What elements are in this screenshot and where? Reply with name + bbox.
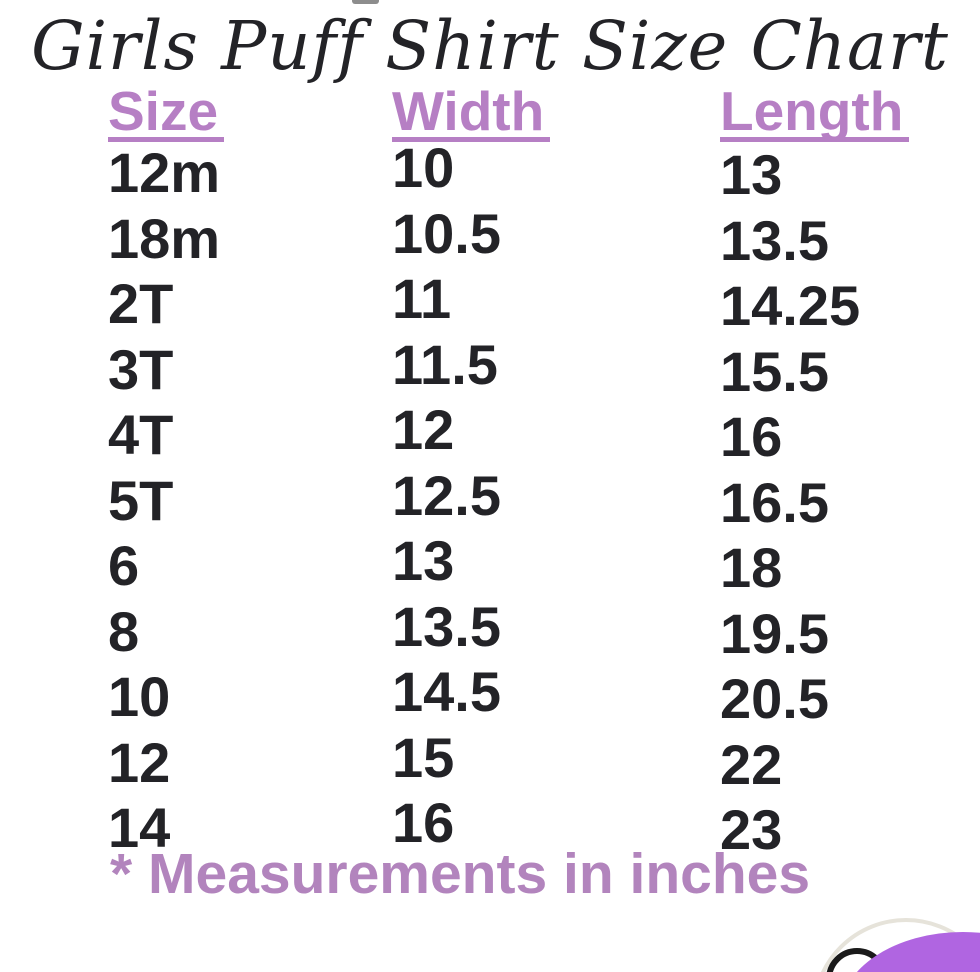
table-cell: 12 — [108, 730, 171, 794]
table-cell: 23 — [720, 798, 783, 861]
column-header-size: Size — [108, 84, 392, 142]
table-row: 10 14.5 20.5 — [0, 660, 980, 730]
table-cell: 13.5 — [720, 208, 829, 272]
table-cell: 16 — [392, 791, 455, 854]
table-row: 18m 10.5 13.5 — [0, 202, 980, 272]
table-row: 5T 12.5 16.5 — [0, 464, 980, 534]
table-cell: 13 — [392, 529, 455, 592]
table-row: 2T 11 14.25 — [0, 267, 980, 337]
column-header-length: Length — [720, 84, 980, 142]
table-body: 12m 10 13 18m 10.5 13.5 2T 11 14.25 3T 11.5 15.5 4T 1… — [0, 136, 980, 861]
table-cell: 18 — [720, 536, 783, 599]
table-cell: 3T — [108, 337, 174, 401]
table-cell: 12.5 — [392, 463, 501, 527]
table-cell: 18m — [108, 206, 221, 270]
table-header-row: Size Width Length — [0, 84, 980, 142]
table-cell: 16 — [720, 405, 783, 468]
table-cell: 6 — [108, 534, 140, 597]
table-cell: 10 — [392, 136, 455, 199]
table-cell: 20.5 — [720, 667, 829, 730]
table-cell: 16.5 — [720, 470, 829, 534]
table-cell: 2T — [108, 272, 174, 335]
measurements-footnote: * Measurements in inches — [110, 842, 811, 906]
table-row: 6 13 18 — [0, 529, 980, 599]
top-edge-mark — [352, 0, 379, 4]
table-cell: 13.5 — [392, 594, 501, 658]
table-cell: 8 — [108, 599, 140, 663]
table-cell: 5T — [108, 468, 174, 532]
table-cell: 13 — [720, 143, 783, 206]
table-cell: 10 — [108, 665, 171, 728]
table-cell: 10.5 — [392, 201, 501, 265]
column-header-size-label: Size — [108, 84, 225, 142]
page-title: Girls Puff Shirt Size Chart — [31, 7, 949, 85]
table-cell: 11 — [392, 267, 452, 330]
table-cell: 19.5 — [720, 601, 829, 665]
table-cell: 15.5 — [720, 339, 829, 403]
table-cell: 4T — [108, 403, 174, 466]
table-cell: 11.5 — [392, 332, 498, 396]
column-header-length-label: Length — [720, 84, 910, 142]
table-row: 4T 12 16 — [0, 398, 980, 468]
table-cell: 14 — [108, 796, 171, 859]
table-row: 8 13.5 19.5 — [0, 595, 980, 665]
column-header-width: Width — [392, 84, 720, 142]
column-header-width-label: Width — [392, 84, 551, 142]
table-cell: 12 — [392, 398, 455, 461]
size-table: Size Width Length 12m 10 13 18m 10.5 13.5 2T 11… — [0, 84, 980, 861]
table-cell: 12m — [108, 141, 221, 204]
table-row: 3T 11.5 15.5 — [0, 333, 980, 403]
table-row: 14 16 23 — [0, 791, 980, 861]
table-row: 12 15 22 — [0, 726, 980, 796]
table-cell: 14.5 — [392, 660, 501, 723]
table-row: 12m 10 13 — [0, 136, 980, 206]
table-cell: 22 — [720, 732, 783, 796]
table-cell: 14.25 — [720, 274, 861, 337]
table-cell: 15 — [392, 725, 455, 789]
